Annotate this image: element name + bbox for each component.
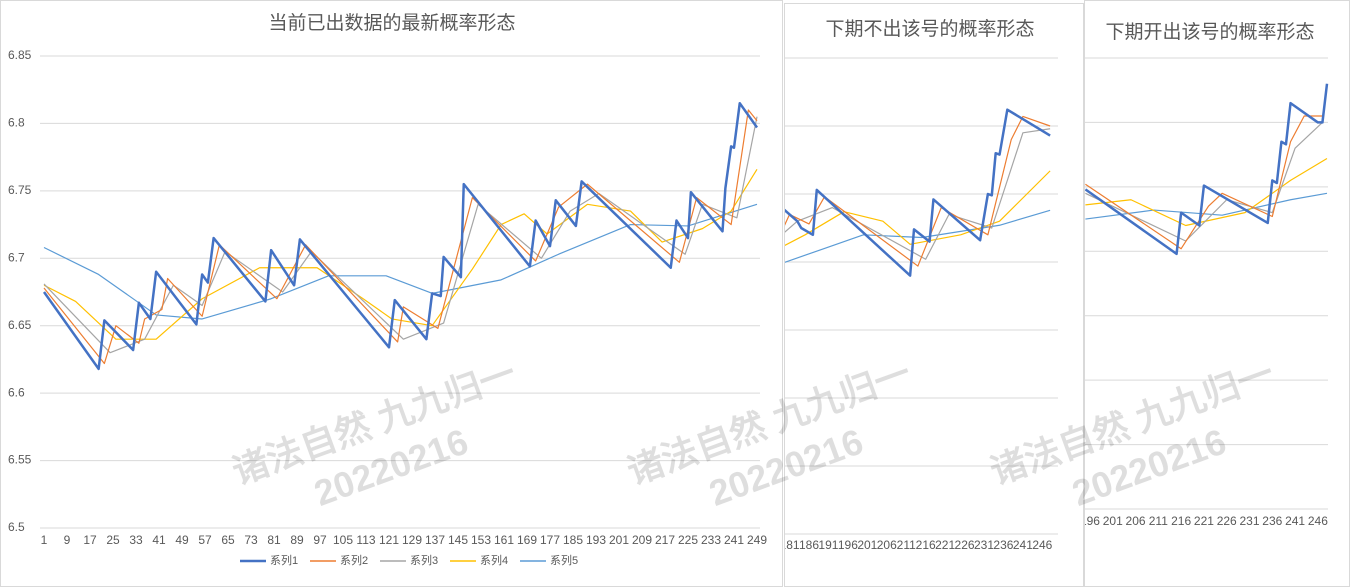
x-tick-label: 231 xyxy=(974,538,994,552)
x-tick-label: 161 xyxy=(494,533,514,547)
legend-label: 系列3 xyxy=(410,553,438,567)
x-tick-label: 196 xyxy=(1080,514,1100,528)
panel-background xyxy=(784,3,1084,587)
x-tick-label: 17 xyxy=(83,533,97,547)
x-tick-label: 206 xyxy=(1126,514,1146,528)
x-tick-label: 185 xyxy=(563,533,583,547)
series-line xyxy=(1085,192,1328,220)
x-tick-label: 169 xyxy=(517,533,537,547)
x-tick-label: 113 xyxy=(356,533,375,547)
x-tick-label: 193 xyxy=(586,533,606,547)
x-tick-label: 201 xyxy=(1103,514,1123,528)
y-tick-label: 6.6 xyxy=(8,385,25,399)
x-tick-label: 211 xyxy=(897,538,916,552)
x-tick-label: 41 xyxy=(152,533,166,547)
x-tick-label: 49 xyxy=(175,533,189,547)
x-tick-label: 211 xyxy=(1149,514,1168,528)
x-tick-label: 241 xyxy=(1013,538,1033,552)
legend-label: 系列2 xyxy=(340,553,368,567)
x-tick-label: 57 xyxy=(198,533,212,547)
x-tick-label: 241 xyxy=(1285,514,1305,528)
x-tick-label: 225 xyxy=(678,533,698,547)
x-tick-label: 137 xyxy=(425,533,445,547)
x-tick-label: 33 xyxy=(129,533,143,547)
series-line xyxy=(1085,115,1323,250)
x-tick-label: 201 xyxy=(609,533,629,547)
series-line xyxy=(785,128,1051,260)
x-tick-label: 191 xyxy=(818,538,838,552)
x-tick-label: 65 xyxy=(221,533,235,547)
x-tick-label: 9 xyxy=(64,533,71,547)
chart-title: 下期开出该号的概率形态 xyxy=(1105,21,1314,43)
x-tick-label: 217 xyxy=(655,533,675,547)
chart-title: 当前已出数据的最新概率形态 xyxy=(268,12,515,34)
series-line xyxy=(43,109,758,365)
x-tick-label: 73 xyxy=(244,533,258,547)
chart-panel: 181 186 191 196 201 206 211 216 221 226 231 236 241 2… xyxy=(780,3,1084,587)
x-tick-label: 181 xyxy=(780,538,800,552)
x-tick-label: 236 xyxy=(993,538,1013,552)
x-tick-label: 246 xyxy=(1032,538,1052,552)
series-line xyxy=(1085,83,1329,256)
legend-label: 系列5 xyxy=(550,553,578,567)
legend-label: 系列4 xyxy=(480,553,508,567)
series-line xyxy=(43,168,758,340)
chart-title: 下期不出该号的概率形态 xyxy=(825,18,1034,40)
x-tick-label: 246 xyxy=(1308,514,1328,528)
series-line xyxy=(1085,157,1328,227)
chart-panel: 6.5 6.55 6.6 6.65 6.7 6.75 6.8 6.85 1 9 17 25 33 41 49… xyxy=(0,0,783,587)
series-line xyxy=(785,209,1051,263)
panel-background xyxy=(0,0,783,587)
x-tick-label: 249 xyxy=(747,533,767,547)
legend-label: 系列1 xyxy=(270,553,298,567)
x-tick-label: 216 xyxy=(1171,514,1191,528)
x-tick-label: 231 xyxy=(1239,514,1259,528)
series-line xyxy=(43,116,758,354)
x-tick-label: 105 xyxy=(333,533,353,547)
x-tick-label: 221 xyxy=(1194,514,1214,528)
x-tick-label: 221 xyxy=(935,538,955,552)
x-tick-label: 226 xyxy=(955,538,975,552)
x-tick-label: 196 xyxy=(838,538,858,552)
y-tick-label: 6.75 xyxy=(8,183,32,197)
x-tick-label: 241 xyxy=(724,533,744,547)
y-tick-label: 6.55 xyxy=(8,453,32,467)
panel-background xyxy=(1084,0,1350,587)
x-tick-label: 129 xyxy=(402,533,422,547)
x-tick-label: 206 xyxy=(877,538,897,552)
y-tick-label: 6.65 xyxy=(8,318,32,332)
y-tick-label: 6.5 xyxy=(8,520,25,534)
chart-panel: 196 201 206 211 216 221 226 231 236 241 246 下期开出该号的… xyxy=(1080,0,1350,587)
plot: 6.5 6.55 6.6 6.65 6.7 6.75 6.8 6.85 1 9 17 25 33 41 49… xyxy=(8,48,767,547)
x-tick-label: 233 xyxy=(701,533,721,547)
plot: 181 186 191 196 201 206 211 216 221 226 231 236 241 2… xyxy=(780,57,1058,552)
x-tick-label: 153 xyxy=(471,533,491,547)
x-tick-label: 89 xyxy=(290,533,304,547)
x-tick-label: 177 xyxy=(540,533,560,547)
x-tick-label: 145 xyxy=(448,533,468,547)
series-line xyxy=(42,101,759,371)
x-tick-label: 216 xyxy=(916,538,936,552)
series-line xyxy=(785,108,1051,277)
series-line xyxy=(43,203,758,320)
x-tick-label: 121 xyxy=(379,533,399,547)
y-tick-label: 6.85 xyxy=(8,48,32,62)
x-tick-label: 201 xyxy=(857,538,877,552)
x-tick-label: 25 xyxy=(106,533,120,547)
x-tick-label: 226 xyxy=(1217,514,1237,528)
y-tick-label: 6.7 xyxy=(8,250,25,264)
x-tick-label: 236 xyxy=(1262,514,1282,528)
x-tick-label: 97 xyxy=(313,533,327,547)
x-tick-label: 186 xyxy=(799,538,819,552)
plot: 196 201 206 211 216 221 226 231 236 241 246 xyxy=(1080,57,1329,528)
y-tick-label: 6.8 xyxy=(8,116,25,130)
x-tick-label: 209 xyxy=(632,533,652,547)
x-tick-label: 81 xyxy=(267,533,281,547)
x-tick-label: 1 xyxy=(41,533,48,547)
